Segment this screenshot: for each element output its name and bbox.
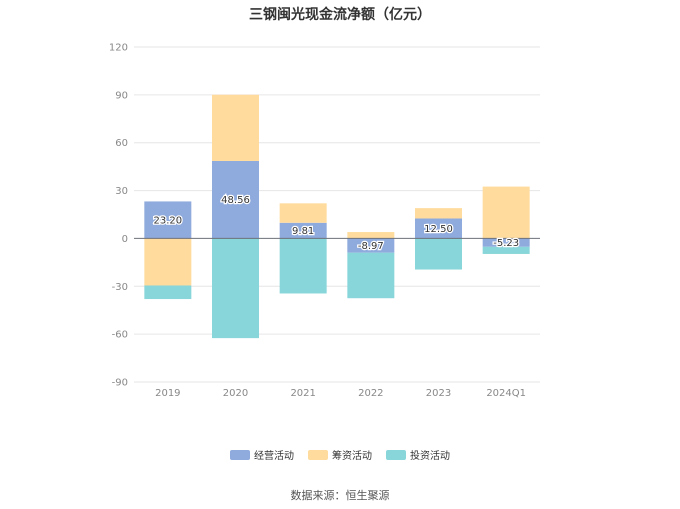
y-tick-label: 60 bbox=[115, 138, 128, 149]
legend-swatch bbox=[386, 449, 406, 460]
bar-financing-2020 bbox=[212, 94, 259, 161]
bar-investing-2021 bbox=[279, 238, 327, 294]
legend-item[interactable]: 投资活动 bbox=[386, 447, 450, 462]
x-tick-label: 2022 bbox=[358, 388, 383, 399]
x-tick-label: 2021 bbox=[290, 388, 315, 399]
source-note: 数据来源：恒生聚源 bbox=[290, 489, 390, 502]
legend-item[interactable]: 筹资活动 bbox=[308, 447, 372, 462]
data-label: 23.20 bbox=[154, 215, 183, 226]
bar-financing-2019 bbox=[144, 238, 192, 286]
y-tick-label: 120 bbox=[109, 43, 128, 54]
bar-operating-2022 bbox=[347, 238, 395, 253]
bar-operating-2020 bbox=[212, 160, 259, 239]
chart-title: 三钢闽光现金流净额（亿元） bbox=[249, 7, 431, 23]
y-tick-label: -60 bbox=[112, 330, 128, 341]
bar-financing-2023 bbox=[415, 208, 462, 219]
bar-financing-2022 bbox=[347, 232, 395, 239]
legend-item[interactable]: 经营活动 bbox=[230, 447, 294, 462]
y-tick-label: -30 bbox=[112, 282, 128, 293]
bar-financing-2021 bbox=[279, 203, 327, 223]
bar-investing-2024Q1 bbox=[482, 246, 530, 254]
data-labels: 23.20 48.56 9.81 -8.97 12.50 -5.23 bbox=[152, 194, 520, 253]
data-label: 9.81 bbox=[292, 226, 314, 237]
bar-operating-2024Q1 bbox=[482, 238, 530, 247]
bar-operating-2019 bbox=[144, 201, 192, 239]
bar-operating-2021 bbox=[279, 222, 327, 239]
legend-label: 经营活动 bbox=[254, 451, 294, 462]
data-label: 48.56 bbox=[221, 195, 250, 206]
bar-investing-2023 bbox=[415, 238, 462, 270]
axis-ticks: 120 90 60 30 0 -30 -60 -90 2019 2020 2021 2022 2023 2… bbox=[109, 43, 526, 400]
y-tick-label: 0 bbox=[122, 234, 128, 245]
x-tick-label: 2019 bbox=[155, 388, 180, 399]
bar-series bbox=[144, 94, 530, 339]
legend-swatch bbox=[308, 449, 328, 460]
legend-label: 筹资活动 bbox=[332, 451, 372, 462]
legend: 经营活动 筹资活动 投资活动 bbox=[0, 447, 680, 462]
x-tick-label: 2023 bbox=[426, 388, 451, 399]
bar-investing-2019 bbox=[144, 285, 192, 300]
data-label: -8.97 bbox=[358, 241, 384, 252]
y-tick-label: -90 bbox=[112, 378, 128, 389]
bar-operating-2023 bbox=[415, 218, 462, 239]
data-label: 12.50 bbox=[424, 224, 453, 235]
bar-financing-2024Q1 bbox=[482, 186, 530, 239]
y-tick-label: 90 bbox=[115, 90, 128, 101]
data-label: -5.23 bbox=[493, 238, 519, 249]
x-tick-label: 2024Q1 bbox=[486, 388, 526, 399]
y-tick-label: 30 bbox=[115, 186, 128, 197]
legend-swatch bbox=[230, 449, 250, 460]
grid-lines bbox=[134, 46, 540, 383]
bar-investing-2020 bbox=[212, 238, 259, 339]
x-tick-label: 2020 bbox=[223, 388, 248, 399]
bar-investing-2022 bbox=[347, 252, 395, 299]
legend-label: 投资活动 bbox=[410, 451, 450, 462]
